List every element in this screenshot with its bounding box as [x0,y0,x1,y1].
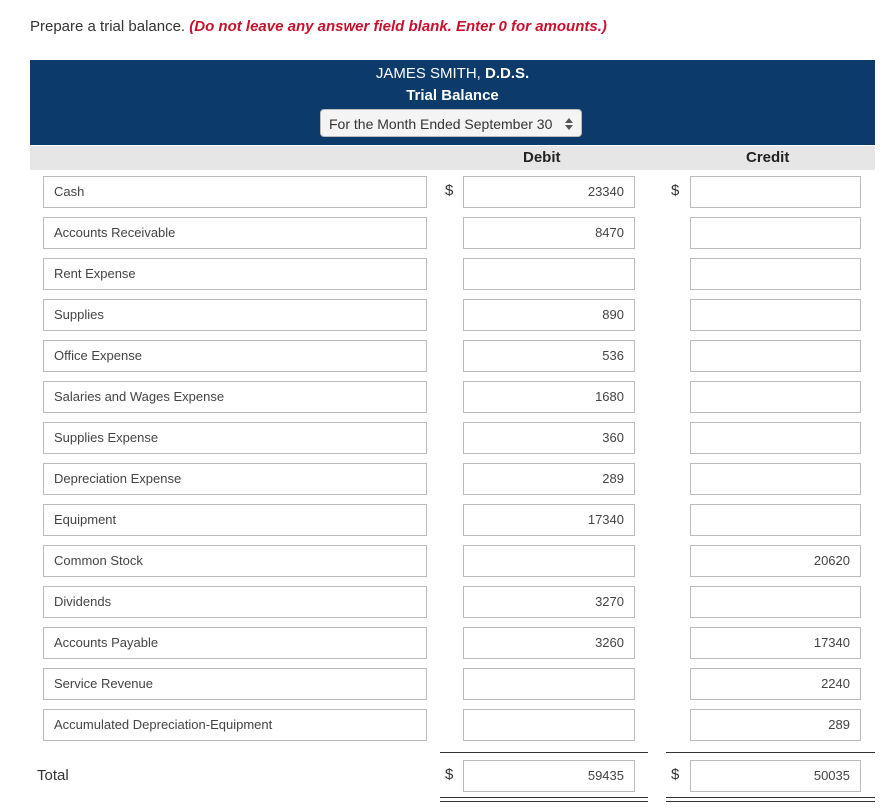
credit-field[interactable] [690,340,861,372]
account-field[interactable]: Depreciation Expense [43,463,427,495]
account-field[interactable]: Salaries and Wages Expense [43,381,427,413]
account-field[interactable]: Service Revenue [43,668,427,700]
account-field[interactable]: Rent Expense [43,258,427,290]
currency-symbol: $ [445,182,454,199]
currency-symbol: $ [671,182,680,199]
total-rule [440,752,648,753]
account-field[interactable]: Supplies [43,299,427,331]
account-field[interactable]: Common Stock [43,545,427,577]
debit-field[interactable]: 289 [463,463,635,495]
double-rule [440,797,648,798]
double-rule [666,801,875,802]
total-rule [666,752,875,753]
currency-symbol: $ [671,766,680,783]
debit-field[interactable]: 890 [463,299,635,331]
company: JAMES SMITH, [375,65,481,82]
debit-field[interactable] [463,545,635,577]
debit-field[interactable]: 536 [463,340,635,372]
debit-field[interactable] [463,668,635,700]
debit-field[interactable]: 3270 [463,586,635,618]
account-field[interactable]: Office Expense [43,340,427,372]
account-field[interactable]: Accounts Payable [43,627,427,659]
debit-field[interactable] [463,258,635,290]
debit-field[interactable]: 3260 [463,627,635,659]
account-field[interactable]: Accumulated Depreciation-Equipment [43,709,427,741]
period: For the Month Ended September 30 [329,116,553,132]
credit-field[interactable]: 2240 [690,668,861,700]
statement-title: Trial Balance [406,87,499,104]
credit-header: Credit [746,149,790,166]
debit-field[interactable]: 8470 [463,217,635,249]
instruction-note: (Do not leave any answer field blank. En… [189,18,607,35]
credit-field[interactable] [690,504,861,536]
period-select[interactable]: For the Month Ended September 30 [320,109,582,137]
credit-field[interactable]: 20620 [690,545,861,577]
account-field[interactable]: Supplies Expense [43,422,427,454]
debit-header: Debit [523,149,561,166]
instruction: Prepare a trial balance. (Do not leave a… [30,18,607,35]
credit-field[interactable] [690,381,861,413]
debit-field[interactable] [463,709,635,741]
credit-field[interactable] [690,299,861,331]
select-arrows [565,118,573,130]
total-credit-field[interactable]: 50035 [690,760,861,792]
debit-field[interactable]: 360 [463,422,635,454]
currency-symbol: $ [445,766,454,783]
debit-field[interactable]: 17340 [463,504,635,536]
account-field[interactable]: Dividends [43,586,427,618]
debit-field[interactable]: 1680 [463,381,635,413]
total-label: Total [37,767,69,784]
instruction-text: Prepare a trial balance. [30,18,186,35]
credit-field[interactable]: 289 [690,709,861,741]
company-suffix: D.D.S. [485,65,530,82]
double-rule [440,801,648,802]
debit-field[interactable]: 23340 [463,176,635,208]
credit-field[interactable] [690,463,861,495]
credit-field[interactable] [690,258,861,290]
header: JAMES SMITH, D.D.S. Trial Balance For th… [30,60,875,145]
credit-field[interactable] [690,422,861,454]
account-field[interactable]: Cash [43,176,427,208]
column-header: Debit Credit [30,146,875,170]
total-debit-field[interactable]: 59435 [463,760,635,792]
account-field[interactable]: Accounts Receivable [43,217,427,249]
credit-field[interactable]: 17340 [690,627,861,659]
double-rule [666,797,875,798]
credit-field[interactable] [690,176,861,208]
company-line: JAMES SMITH, D.D.S. [30,65,875,82]
credit-field[interactable] [690,217,861,249]
account-field[interactable]: Equipment [43,504,427,536]
credit-field[interactable] [690,586,861,618]
